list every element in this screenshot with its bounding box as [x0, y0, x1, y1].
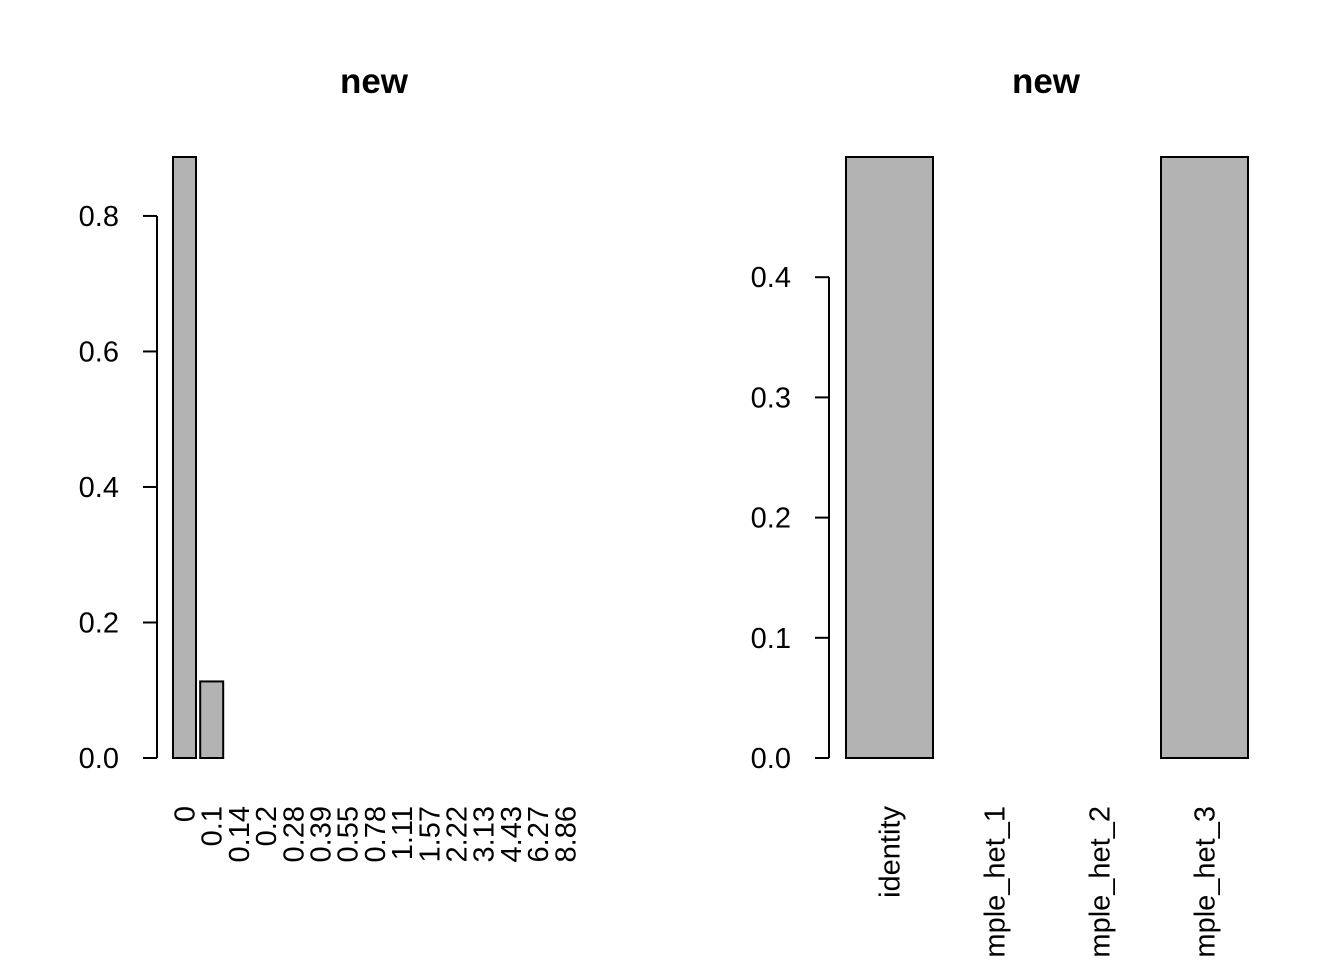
bar [845, 156, 934, 759]
x-tick-label: 8.86 [550, 806, 582, 862]
x-tick-label: 0.55 [333, 806, 365, 862]
y-tick-label: 0.2 [751, 503, 791, 535]
x-tick-label: 2.22 [442, 806, 474, 862]
chart-title: new [340, 62, 409, 101]
x-tick-label: mple_het_1 [980, 806, 1012, 958]
bar [199, 680, 225, 760]
y-tick-label: 0.2 [79, 607, 119, 639]
y-tick-label: 0.1 [751, 623, 791, 655]
bar [1160, 156, 1249, 759]
x-tick-label: identity [875, 806, 907, 898]
x-tick-label: 0.28 [278, 806, 310, 862]
y-tick-label: 0.0 [751, 743, 791, 775]
x-tick-label: mple_het_2 [1085, 806, 1117, 958]
left-bar-chart: new0.00.20.40.60.800.10.140.20.280.390.5… [79, 62, 583, 862]
y-tick-label: 0.0 [79, 743, 119, 775]
x-tick-label: 6.27 [523, 806, 555, 862]
x-tick-label: 3.13 [469, 806, 501, 862]
y-tick-label: 0.3 [751, 382, 791, 414]
x-tick-label: 0.78 [360, 806, 392, 862]
bar [172, 156, 197, 759]
x-tick-label: 1.11 [387, 806, 419, 860]
y-tick-label: 0.8 [79, 201, 119, 233]
x-tick-label: mple_het_3 [1190, 806, 1222, 958]
x-tick-label: 0 [170, 806, 202, 822]
x-tick-label: 0.39 [306, 806, 338, 862]
right-bar-chart: new 0.0 0.1 0.2 0.3 0.4 identity mple_het_1 mple… [751, 62, 1249, 958]
x-tick-label: 4.43 [496, 806, 528, 862]
x-tick-label: 0.1 [197, 806, 229, 846]
x-tick-label: 0.14 [224, 806, 256, 862]
x-tick-label: 1.57 [414, 806, 446, 862]
x-tick-label: 0.2 [251, 806, 283, 846]
chart-title: new [1012, 62, 1081, 101]
y-tick-label: 0.4 [79, 472, 119, 504]
y-tick-label: 0.6 [79, 336, 119, 368]
y-tick-label: 0.4 [751, 262, 791, 294]
